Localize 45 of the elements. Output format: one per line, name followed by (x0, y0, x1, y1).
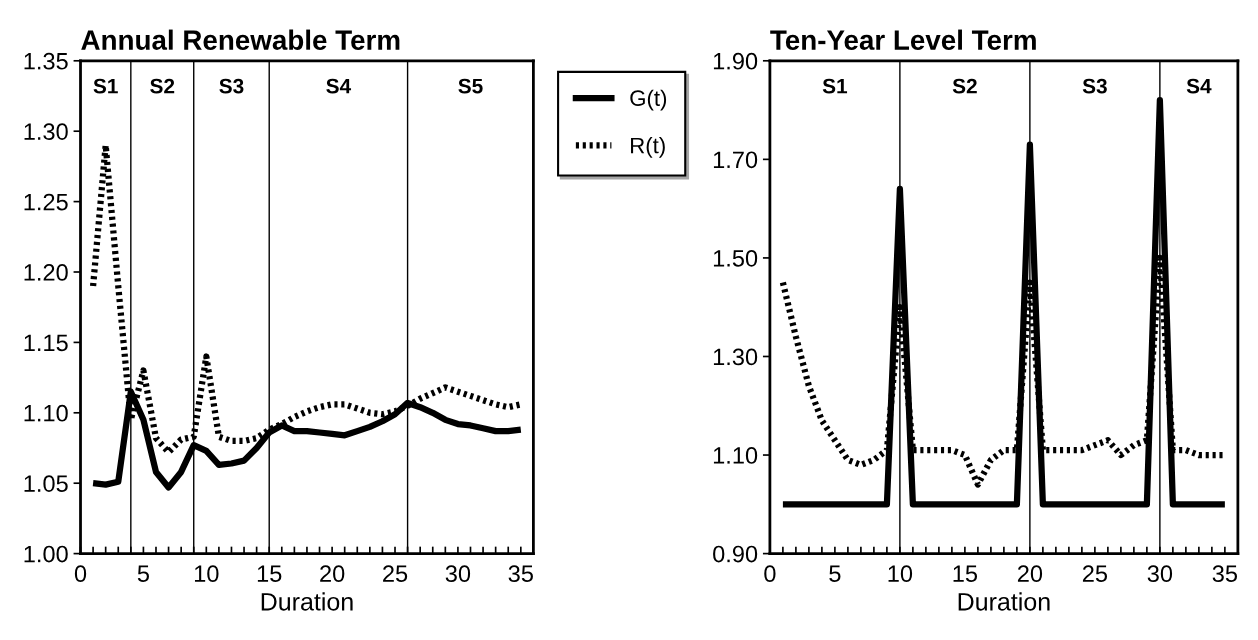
x-tick-label: 15 (257, 565, 282, 583)
legend-label: G(t) (630, 89, 667, 111)
x-tick-label: 0 (764, 565, 776, 583)
annotation: S2 (150, 78, 175, 94)
chart-title: Annual Renewable Term (81, 29, 400, 50)
y-tick-label: 1.70 (713, 151, 758, 169)
annotation: S5 (458, 78, 483, 94)
x-tick-label: 10 (194, 565, 219, 583)
annotation: S3 (1082, 78, 1107, 94)
y-tick-label: 1.20 (24, 264, 68, 281)
y-tick-label: 1.00 (24, 545, 68, 563)
y-tick-label: 1.30 (24, 123, 68, 140)
y-tick-label: 0.90 (713, 545, 758, 563)
chart-title: Ten-Year Level Term (770, 29, 1036, 50)
x-tick-label: 35 (508, 565, 533, 583)
x-tick-label: 10 (888, 565, 913, 583)
annotation: S4 (326, 78, 352, 94)
y-tick-label: 1.50 (713, 249, 758, 267)
x-tick-label: 25 (1082, 565, 1108, 583)
annotation: S2 (952, 78, 977, 94)
y-tick-label: 1.90 (713, 52, 758, 70)
annotation: S4 (1186, 78, 1212, 94)
y-tick-label: 1.05 (24, 475, 68, 492)
x-tick-label: 25 (383, 565, 408, 583)
x-tick-label: 20 (320, 565, 345, 583)
x-tick-label: 5 (829, 565, 841, 583)
x-axis-title: Duration (958, 592, 1050, 611)
x-tick-label: 0 (74, 565, 87, 583)
y-tick-label: 1.15 (24, 334, 68, 352)
x-tick-label: 30 (1147, 565, 1173, 583)
y-tick-label: 1.35 (24, 52, 68, 70)
legend-label: R(t) (631, 137, 665, 158)
annotation: S1 (822, 78, 848, 94)
y-tick-label: 1.25 (24, 193, 68, 211)
x-tick-label: 20 (1017, 565, 1043, 583)
x-tick-label: 15 (953, 565, 978, 583)
y-tick-label: 1.10 (713, 447, 758, 464)
x-tick-label: 35 (1212, 565, 1238, 583)
annotation: S1 (93, 78, 118, 94)
y-tick-label: 1.30 (713, 348, 758, 366)
x-tick-label: 30 (445, 565, 471, 583)
y-tick-label: 1.10 (24, 404, 68, 422)
annotation: S3 (219, 78, 244, 94)
x-axis-title: Duration (261, 592, 353, 611)
x-tick-label: 5 (137, 565, 149, 583)
